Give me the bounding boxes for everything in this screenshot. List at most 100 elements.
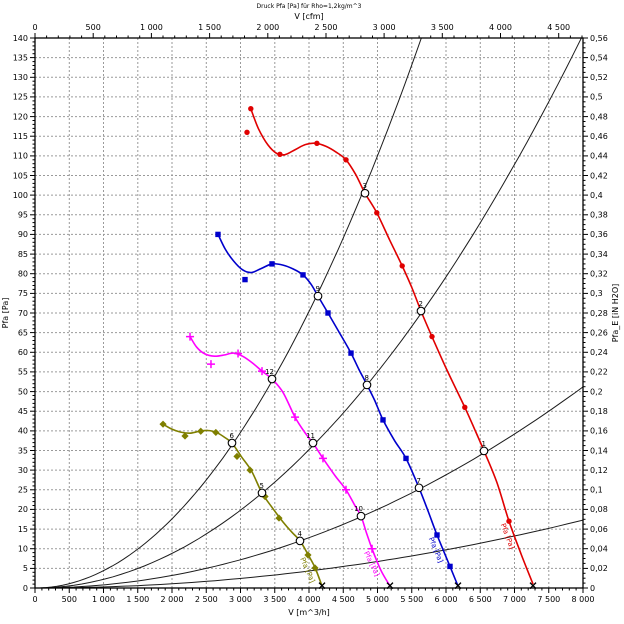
data-point-dot xyxy=(244,129,250,135)
left-axis-tick-label: 15 xyxy=(18,525,28,534)
data-point-plus xyxy=(258,367,267,376)
right-axis-tick-label: 0,04 xyxy=(590,545,608,554)
right-axis-tick-label: 0,46 xyxy=(590,132,608,141)
data-point-dot xyxy=(277,151,283,157)
bottom-axis-tick-label: 6 500 xyxy=(469,595,492,604)
left-axis-tick-label: 125 xyxy=(13,93,28,102)
right-axis-tick-label: 0,16 xyxy=(590,427,608,436)
right-axis-tick-label: 0,26 xyxy=(590,328,608,337)
top-axis-tick-label: 4 000 xyxy=(489,23,512,32)
bottom-axis-tick-label: 1 000 xyxy=(92,595,115,604)
top-axis-tick-label: 1 000 xyxy=(140,23,163,32)
top-axis-label: V [cfm] xyxy=(294,12,323,21)
data-point-diamond xyxy=(159,420,167,428)
bottom-axis-tick-label: 2 000 xyxy=(161,595,184,604)
top-axis-tick-label: 3 000 xyxy=(373,23,396,32)
operating-point-label-10: 10 xyxy=(354,505,363,513)
right-axis-tick-label: 0,5 xyxy=(590,93,603,102)
right-axis-tick-label: 0,2 xyxy=(590,387,603,396)
right-axis-tick-label: 0,3 xyxy=(590,289,603,298)
left-axis-tick-label: 20 xyxy=(18,505,28,514)
bottom-axis-tick-label: 1 500 xyxy=(126,595,149,604)
left-axis-tick-label: 110 xyxy=(13,152,28,161)
right-axis-tick-label: 0,4 xyxy=(590,191,603,200)
operating-point-3 xyxy=(360,188,370,198)
data-point-square xyxy=(447,563,453,570)
top-axis-tick-label: 1 500 xyxy=(198,23,221,32)
bottom-axis-tick-label: 0 xyxy=(32,595,37,604)
right-axis-tick-label: 0,52 xyxy=(590,73,608,82)
bottom-axis-tick-label: 500 xyxy=(62,595,77,604)
data-point-diamond xyxy=(304,551,312,559)
left-axis-tick-label: 55 xyxy=(18,368,28,377)
operating-point-10 xyxy=(356,511,366,521)
data-point-square xyxy=(300,272,306,278)
left-axis-tick-label: 50 xyxy=(18,387,28,396)
data-point-square xyxy=(215,231,221,238)
operating-point-label-8: 8 xyxy=(365,374,369,382)
operating-point-2 xyxy=(416,306,426,316)
left-axis-tick-label: 70 xyxy=(18,309,28,318)
data-point-plus xyxy=(291,413,300,422)
data-point-square xyxy=(380,417,386,423)
left-axis-tick-label: 30 xyxy=(18,466,28,475)
bottom-axis-tick-label: 6 000 xyxy=(435,595,458,604)
left-axis-tick-label: 40 xyxy=(18,427,28,436)
left-axis-tick-label: 25 xyxy=(18,486,28,495)
bottom-axis-tick-label: 7 000 xyxy=(503,595,526,604)
operating-point-4 xyxy=(295,536,305,546)
right-axis-tick-label: 0,18 xyxy=(590,407,608,416)
data-point-plus xyxy=(234,349,243,358)
left-axis-tick-label: 80 xyxy=(18,270,28,279)
data-point-dot xyxy=(399,263,405,269)
data-point-dot xyxy=(248,106,254,112)
right-axis-tick-label: 0,32 xyxy=(590,270,608,279)
data-point-diamond xyxy=(197,427,205,435)
bottom-axis-tick-label: 3 000 xyxy=(229,595,252,604)
right-axis-tick-label: 0,56 xyxy=(590,34,608,43)
fan-curve-fan-olive xyxy=(162,423,323,587)
operating-point-1 xyxy=(479,446,489,456)
bottom-axis-tick-label: 5 500 xyxy=(400,595,423,604)
operating-point-5 xyxy=(257,488,267,498)
left-axis-tick-label: 95 xyxy=(18,211,28,220)
bottom-axis-label: V [m^3/h] xyxy=(288,608,330,617)
data-point-plus xyxy=(318,454,327,463)
data-point-plus xyxy=(186,332,195,341)
right-axis-tick-label: 0,08 xyxy=(590,505,608,514)
right-axis-tick-label: 0,28 xyxy=(590,309,608,318)
bottom-axis-tick-label: 4 000 xyxy=(298,595,321,604)
left-axis-tick-label: 85 xyxy=(18,250,28,259)
top-axis-tick-label: 4 500 xyxy=(547,23,570,32)
data-point-dot xyxy=(374,210,380,216)
top-axis-tick-label: 2 500 xyxy=(315,23,338,32)
left-axis-tick-label: 10 xyxy=(18,545,28,554)
data-point-diamond xyxy=(181,432,189,440)
data-point-plus xyxy=(206,360,215,369)
right-axis-tick-label: 0,36 xyxy=(590,230,608,239)
operating-point-label-5: 5 xyxy=(260,482,264,490)
bottom-axis-tick-label: 4 500 xyxy=(332,595,355,604)
operating-point-label-2: 2 xyxy=(419,300,423,308)
left-axis-tick-label: 105 xyxy=(13,171,28,180)
operating-point-label-7: 7 xyxy=(417,477,421,485)
overlay-layer: Pfa [Pa]Pfa [Pa]Pfa [Pa]Pfa [Pa]12345678… xyxy=(159,106,537,590)
system-resistance-curve xyxy=(35,38,582,588)
chart-title: Druck Pfa [Pa] für Rho=1,2kg/m^3 xyxy=(257,3,362,10)
top-axis-tick-label: 500 xyxy=(86,23,101,32)
data-point-diamond xyxy=(246,466,254,474)
bottom-axis-tick-label: 5 000 xyxy=(366,595,389,604)
left-axis-label: Pfa [Pa] xyxy=(1,298,10,329)
operating-point-6 xyxy=(227,438,237,448)
bottom-axis-tick-label: 3 500 xyxy=(263,595,286,604)
right-axis-tick-label: 0,24 xyxy=(590,348,608,357)
right-axis-tick-label: 0,22 xyxy=(590,368,608,377)
operating-point-8 xyxy=(362,380,372,390)
left-axis-tick-label: 120 xyxy=(13,112,28,121)
data-point-plus xyxy=(341,485,350,494)
data-point-dot xyxy=(506,518,512,524)
fan-curve-fan-blue xyxy=(217,234,459,587)
left-axis-tick-label: 90 xyxy=(18,230,28,239)
left-axis-tick-label: 115 xyxy=(13,132,28,141)
